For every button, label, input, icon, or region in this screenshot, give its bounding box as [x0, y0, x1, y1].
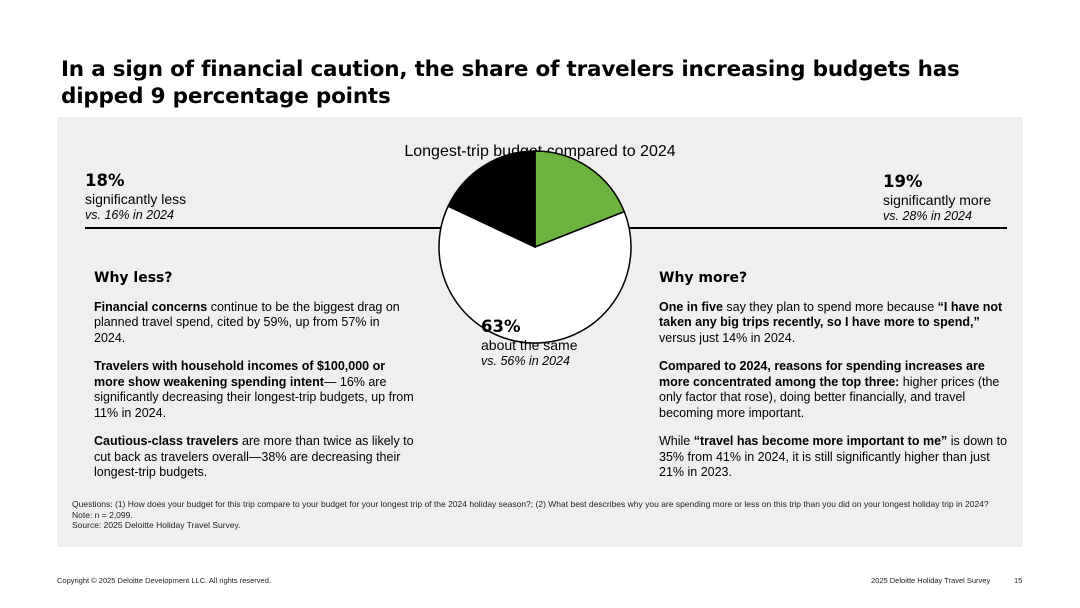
stat-same-comparison: vs. 56% in 2024 — [481, 354, 570, 368]
notes-questions: Questions: (1) How does your budget for … — [72, 499, 989, 509]
why-less-paragraph-1: Financial concerns continue to be the bi… — [94, 299, 400, 345]
why-more-section: Why more? One in five say they plan to s… — [659, 270, 1009, 494]
stat-significantly-less: 18% significantly less vs. 16% in 2024 — [85, 171, 186, 223]
why-less-heading: Why less? — [94, 270, 173, 286]
why-less-paragraph-3: Cautious-class travelers are more than t… — [94, 434, 414, 479]
notes-source: Source: 2025 Deloitte Holiday Travel Sur… — [72, 520, 241, 530]
notes-section: Questions: (1) How does your budget for … — [72, 499, 1002, 531]
stat-same-percent: 63% — [481, 317, 521, 336]
footer-copyright: Copyright © 2025 Deloitte Development LL… — [57, 576, 271, 585]
pie-slice-significantly-more — [534, 150, 626, 249]
stat-less-label: significantly less — [85, 191, 187, 207]
why-more-paragraph-1: One in five say they plan to spend more … — [659, 299, 1003, 345]
footer-survey-name: 2025 Deloitte Holiday Travel Survey — [871, 576, 991, 585]
stat-significantly-more: 19% significantly more vs. 28% in 2024 — [883, 172, 991, 224]
stat-same-label: about the same — [481, 337, 578, 353]
stat-more-label: significantly more — [883, 192, 992, 208]
why-more-paragraph-2: Compared to 2024, reasons for spending i… — [659, 359, 1000, 420]
why-more-heading: Why more? — [659, 270, 748, 286]
stat-less-comparison: vs. 16% in 2024 — [85, 208, 174, 222]
why-less-section: Why less? Financial concerns continue to… — [94, 270, 414, 494]
pie-slice-significantly-less — [447, 150, 536, 249]
stat-more-percent: 19% — [883, 172, 923, 191]
stat-less-percent: 18% — [85, 171, 125, 190]
pie-slice-about-the-same — [438, 205, 632, 344]
stat-about-the-same: 63% about the same vs. 56% in 2024 — [481, 317, 578, 369]
pie-chart — [438, 150, 632, 344]
footer-page-number: 15 — [1014, 576, 1023, 585]
page-title: In a sign of financial caution, the shar… — [61, 57, 960, 109]
stat-more-comparison: vs. 28% in 2024 — [883, 209, 972, 223]
notes-sample-size: Note: n = 2,099. — [72, 509, 133, 520]
why-more-paragraph-3: While “travel has become more important … — [659, 434, 1008, 479]
why-less-paragraph-2: Travelers with household incomes of $100… — [94, 359, 414, 420]
